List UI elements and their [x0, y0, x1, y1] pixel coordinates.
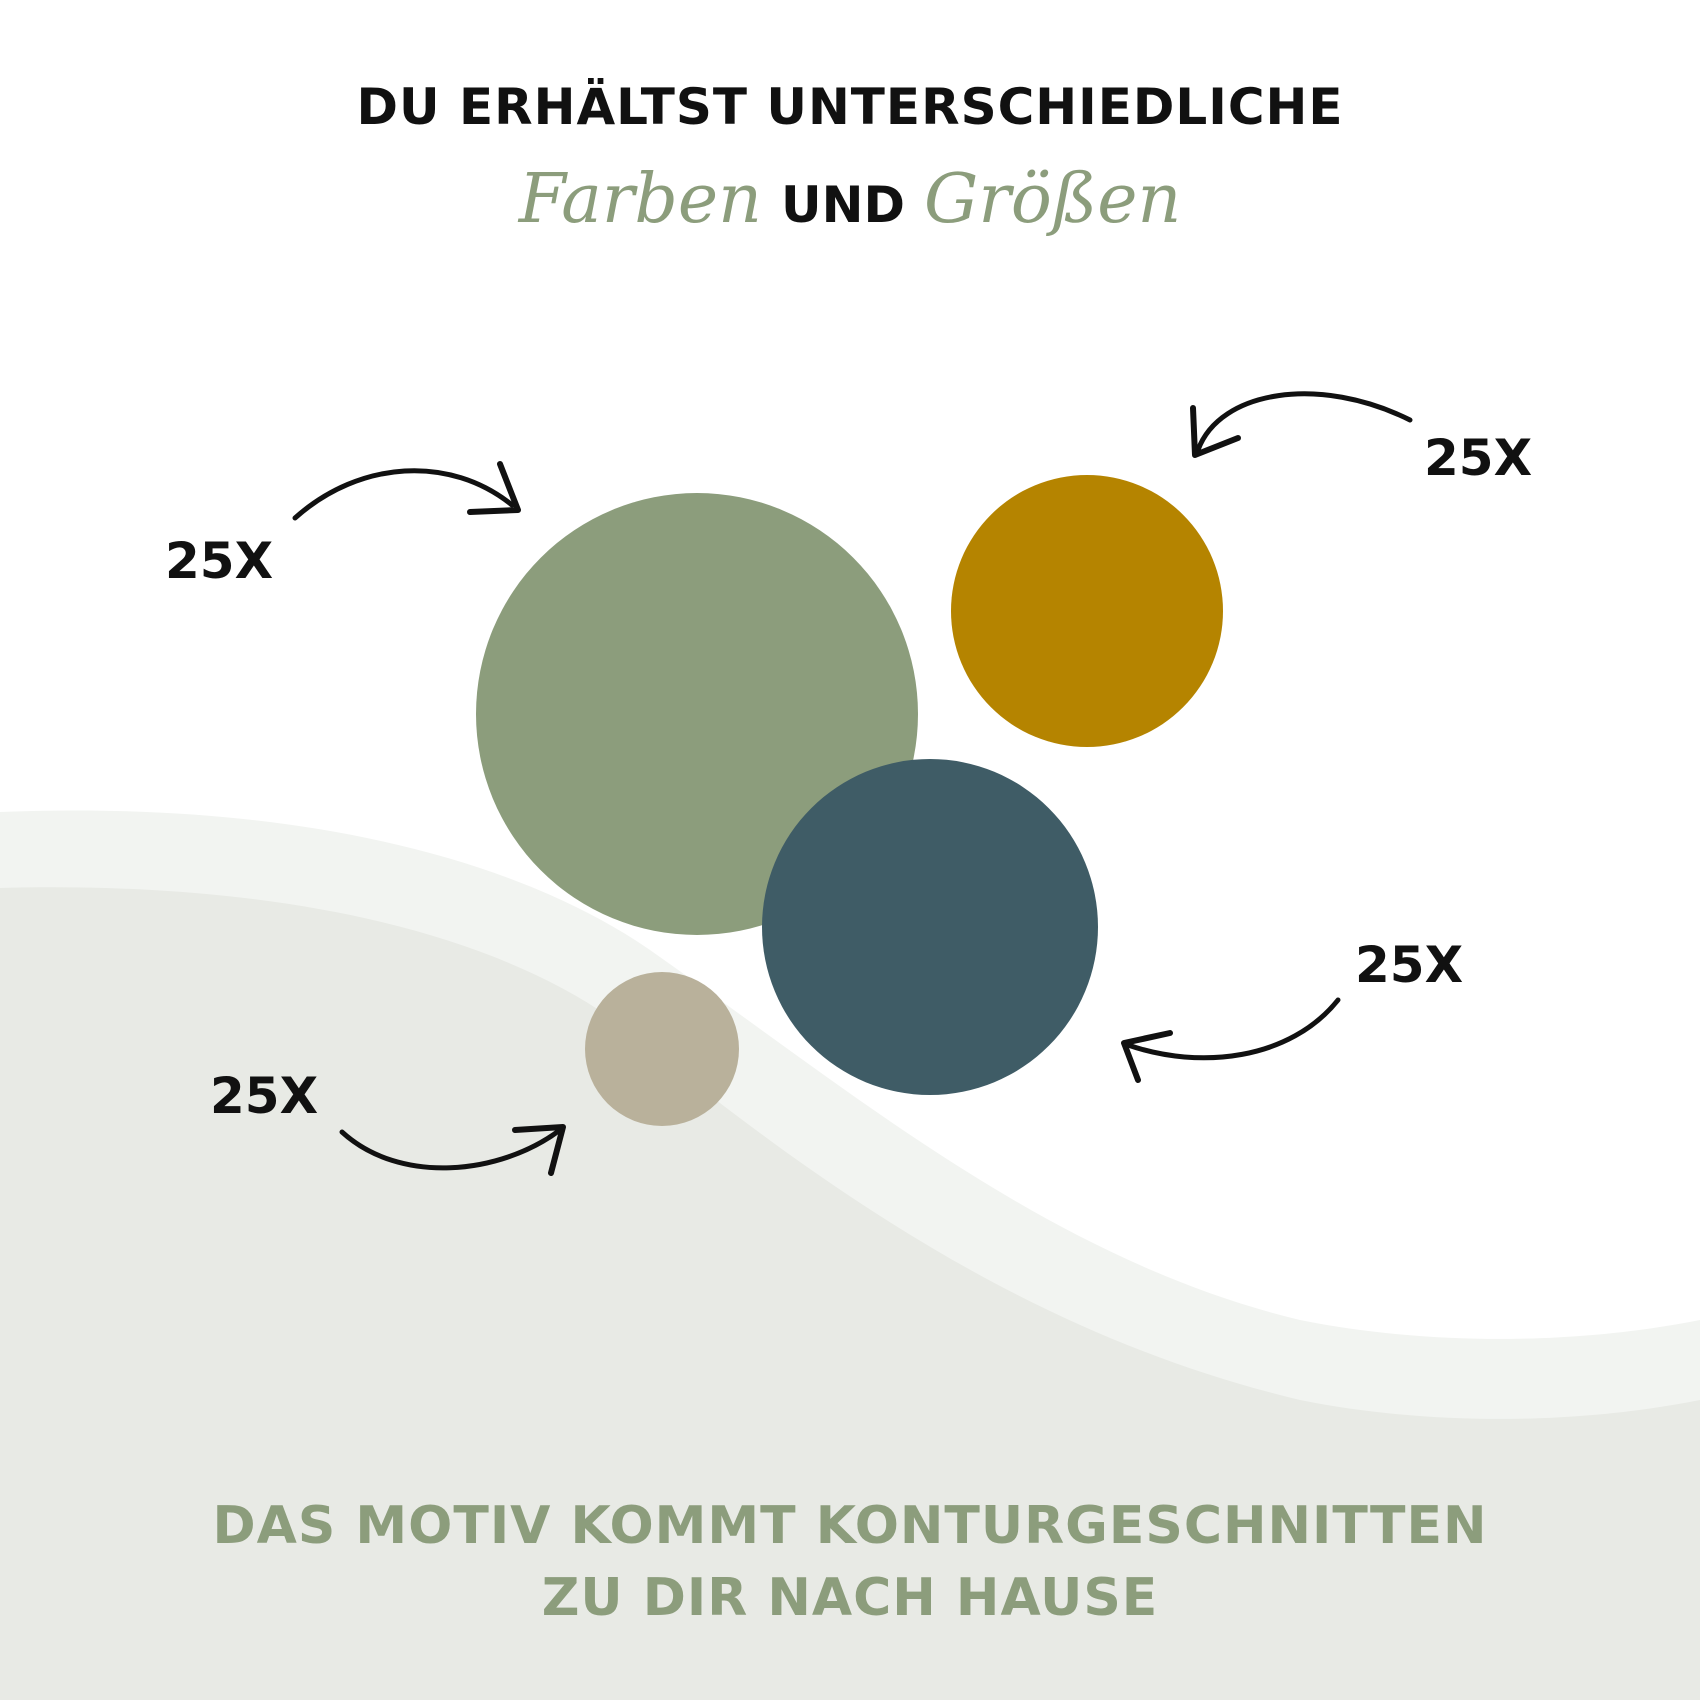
heading-line1: DU ERHÄLTST UNTERSCHIEDLICHE: [356, 78, 1343, 136]
wave-dark: [0, 887, 1700, 1700]
label-mustard-count: 25X: [1424, 429, 1532, 487]
curved-arrow-icon: [339, 1124, 566, 1176]
label-beige-count: 25X: [210, 1067, 318, 1125]
heading-word-und: UND: [781, 176, 905, 234]
heading-word-groessen: Größen: [924, 160, 1181, 239]
curved-arrow-icon: [1121, 997, 1341, 1083]
label-teal-count: 25X: [1355, 936, 1463, 994]
curved-arrow-icon: [292, 461, 521, 521]
heading-word-farben: Farben: [517, 160, 762, 239]
circle-mustard: [951, 475, 1223, 747]
circle-teal: [762, 759, 1098, 1095]
footer-line2: ZU DIR NACH HAUSE: [542, 1568, 1159, 1628]
heading-line2: Farben UND Größen: [517, 160, 1182, 239]
label-green-count: 25X: [165, 532, 273, 590]
circle-beige: [585, 972, 739, 1126]
curved-arrow-icon: [1190, 391, 1413, 458]
footer-line1: DAS MOTIV KOMMT KONTURGESCHNITTEN: [212, 1496, 1487, 1556]
